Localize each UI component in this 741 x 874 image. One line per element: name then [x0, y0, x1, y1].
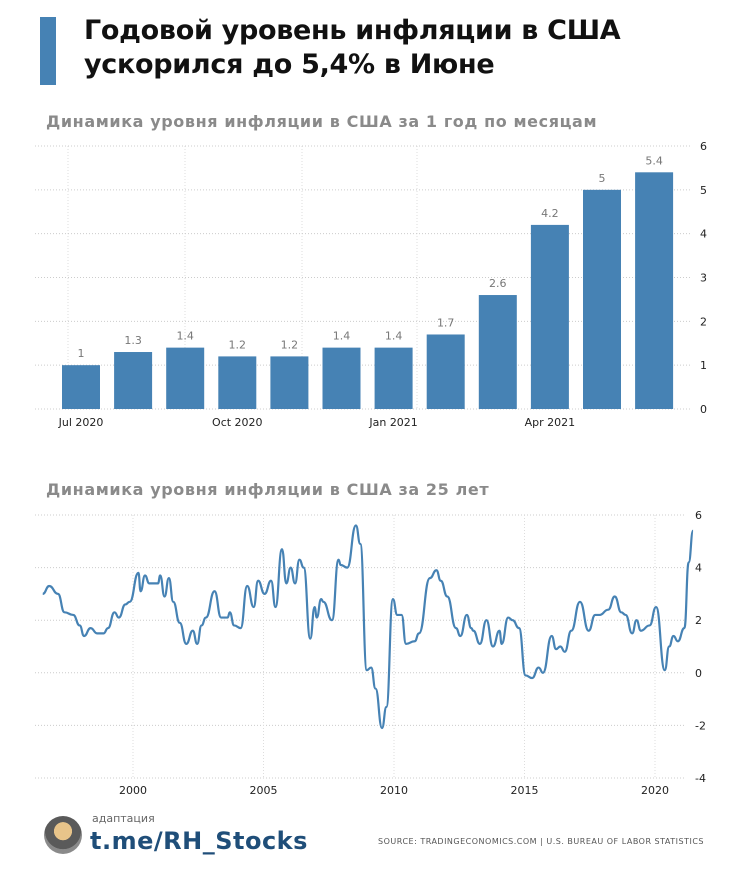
- bar-dec-2020: [322, 347, 361, 409]
- line-x-tick-label: 2010: [380, 784, 408, 797]
- bar-value-label: 1: [78, 347, 85, 360]
- line-y-tick-label: 6: [695, 509, 702, 522]
- line-x-tick-label: 2000: [119, 784, 147, 797]
- title-accent-bar: [40, 17, 56, 85]
- bar-value-label: 1.4: [333, 330, 351, 343]
- bar-aug-2020: [114, 352, 153, 409]
- bar-y-tick-label: 6: [700, 140, 707, 153]
- bar-y-tick-label: 1: [700, 359, 707, 372]
- bar-nov-2020: [270, 356, 309, 409]
- bar-feb-2021: [426, 334, 465, 409]
- bar-sep-2020: [166, 347, 205, 409]
- line-x-tick-label: 2015: [511, 784, 539, 797]
- bar-value-label: 1.2: [229, 338, 247, 351]
- bar-value-label: 1.2: [281, 338, 299, 351]
- bar-chart: 0 1 2 3 4 5 6 1 1.3 1.4 1.2 1.2 1.4 1.4 1.7 2.6 4.2 5 5.4 J…: [35, 140, 707, 429]
- page-title: Годовой уровень инфляции в США ускорился…: [84, 14, 621, 82]
- bar-y-tick-label: 4: [700, 228, 707, 241]
- bar-chart-title: Динамика уровня инфляции в США за 1 год …: [46, 112, 598, 131]
- line-chart-title: Динамика уровня инфляции в США за 25 лет: [46, 480, 490, 499]
- channel-avatar: [44, 816, 82, 854]
- bar-jun-2021: [635, 172, 674, 409]
- line-x-tick-label: 2020: [641, 784, 669, 797]
- bar-oct-2020: [218, 356, 257, 409]
- bar-apr-2021: [530, 224, 569, 409]
- title-line-1: Годовой уровень инфляции в США: [84, 15, 621, 46]
- line-chart: -4 -2 0 2 4 6 2000 2005 2010 2015 2020: [35, 509, 706, 797]
- bar-jan-2021: [374, 347, 413, 409]
- line-y-tick-label: -4: [695, 772, 706, 785]
- title-line-2: ускорился до 5,4% в Июне: [84, 49, 495, 80]
- bar-value-label: 1.3: [124, 334, 142, 347]
- line-x-tick-label: 2005: [250, 784, 278, 797]
- bar-value-label: 1.4: [176, 330, 194, 343]
- bar-y-tick-label: 5: [700, 184, 707, 197]
- bar-value-label: 1.4: [385, 330, 403, 343]
- adaptation-label: адаптация: [92, 812, 155, 825]
- bar-value-label: 1.7: [437, 316, 455, 329]
- line-y-tick-label: -2: [695, 719, 706, 732]
- bar-x-tick-label: Jan 2021: [368, 416, 417, 429]
- bar-value-label: 5.4: [645, 154, 663, 167]
- bar-x-tick-label: Apr 2021: [525, 416, 576, 429]
- source-note: SOURCE: TRADINGECONOMICS.COM | U.S. BURE…: [378, 837, 704, 846]
- line-y-tick-label: 0: [695, 667, 702, 680]
- inflation-line-series: [42, 524, 695, 730]
- bar-value-label: 5: [599, 172, 606, 185]
- channel-link[interactable]: t.me/RH_Stocks: [90, 827, 308, 855]
- bar-y-tick-label: 0: [700, 403, 707, 416]
- bar-value-label: 4.2: [541, 207, 559, 220]
- bar-x-tick-label: Oct 2020: [212, 416, 263, 429]
- bar-x-tick-label: Jul 2020: [58, 416, 104, 429]
- bar-jul-2020: [62, 365, 100, 409]
- bar-may-2021: [583, 189, 621, 409]
- line-y-tick-label: 2: [695, 614, 702, 627]
- bar-mar-2021: [478, 295, 517, 409]
- bar-y-tick-label: 3: [700, 272, 707, 285]
- bar-value-label: 2.6: [489, 277, 507, 290]
- bar-y-tick-label: 2: [700, 315, 707, 328]
- line-y-tick-label: 4: [695, 562, 702, 575]
